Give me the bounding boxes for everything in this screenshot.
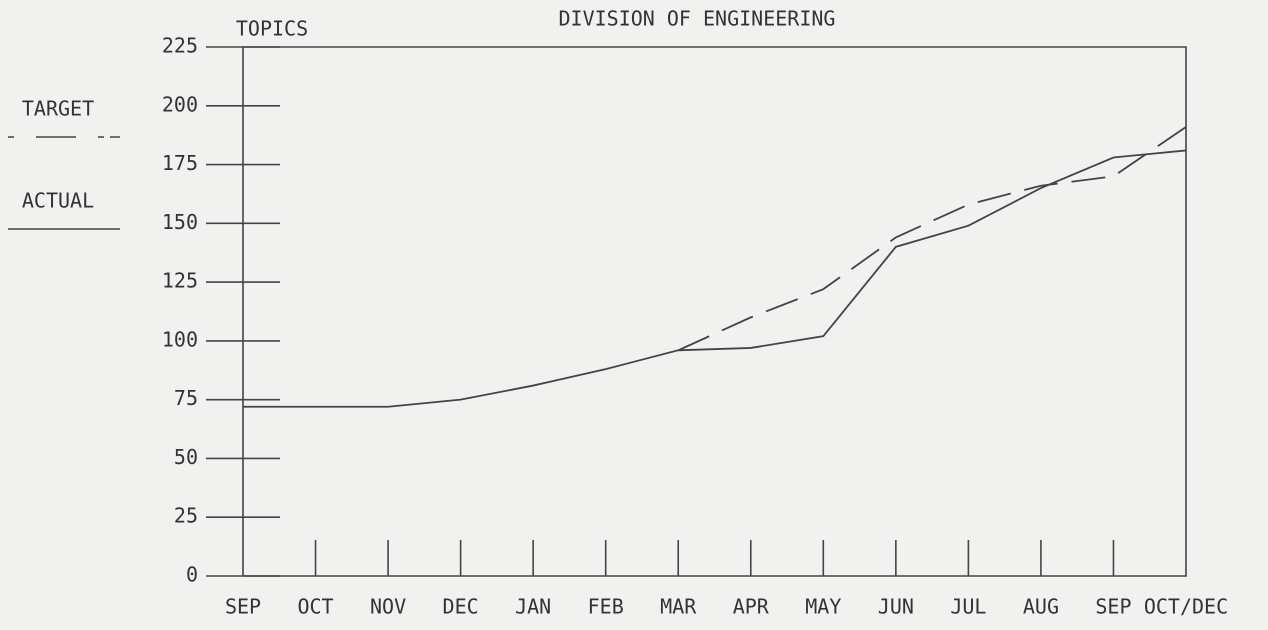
chart-title: DIVISION OF ENGINEERING xyxy=(559,7,836,31)
y-tick-label: 175 xyxy=(162,151,198,175)
y-tick-label: 225 xyxy=(162,34,198,58)
series-line xyxy=(243,149,1187,408)
y-tick-label: 150 xyxy=(162,210,198,234)
series-line xyxy=(677,126,1187,352)
y-tick-label: 50 xyxy=(174,445,198,469)
y-tick-label: 100 xyxy=(162,327,198,351)
legend-label: TARGET xyxy=(22,97,94,121)
y-axis-label: TOPICS xyxy=(236,17,308,41)
x-tick-label: JAN xyxy=(515,595,551,619)
x-tick-label: DEC xyxy=(443,595,479,619)
x-tick-label: OCT/DEC xyxy=(1144,595,1228,619)
x-tick-label: MAY xyxy=(805,595,841,619)
x-tick-label: APR xyxy=(733,595,770,619)
x-tick-label: MAR xyxy=(660,595,697,619)
x-tick-label: AUG xyxy=(1023,595,1059,619)
y-tick-label: 0 xyxy=(186,563,198,587)
x-tick-label: SEP xyxy=(1095,595,1131,619)
x-tick-label: NOV xyxy=(370,595,406,619)
plot-frame xyxy=(242,46,1187,577)
y-tick-label: 125 xyxy=(162,269,198,293)
x-tick-label: JUL xyxy=(950,595,986,619)
y-tick-label: 25 xyxy=(174,504,198,528)
y-tick-label: 200 xyxy=(162,92,198,116)
x-tick-label: SEP xyxy=(225,595,261,619)
y-tick-label: 75 xyxy=(174,386,198,410)
x-tick-label: FEB xyxy=(588,595,624,619)
x-tick-label: OCT xyxy=(297,595,333,619)
legend-label: ACTUAL xyxy=(22,189,94,213)
x-tick-label: JUN xyxy=(878,595,914,619)
